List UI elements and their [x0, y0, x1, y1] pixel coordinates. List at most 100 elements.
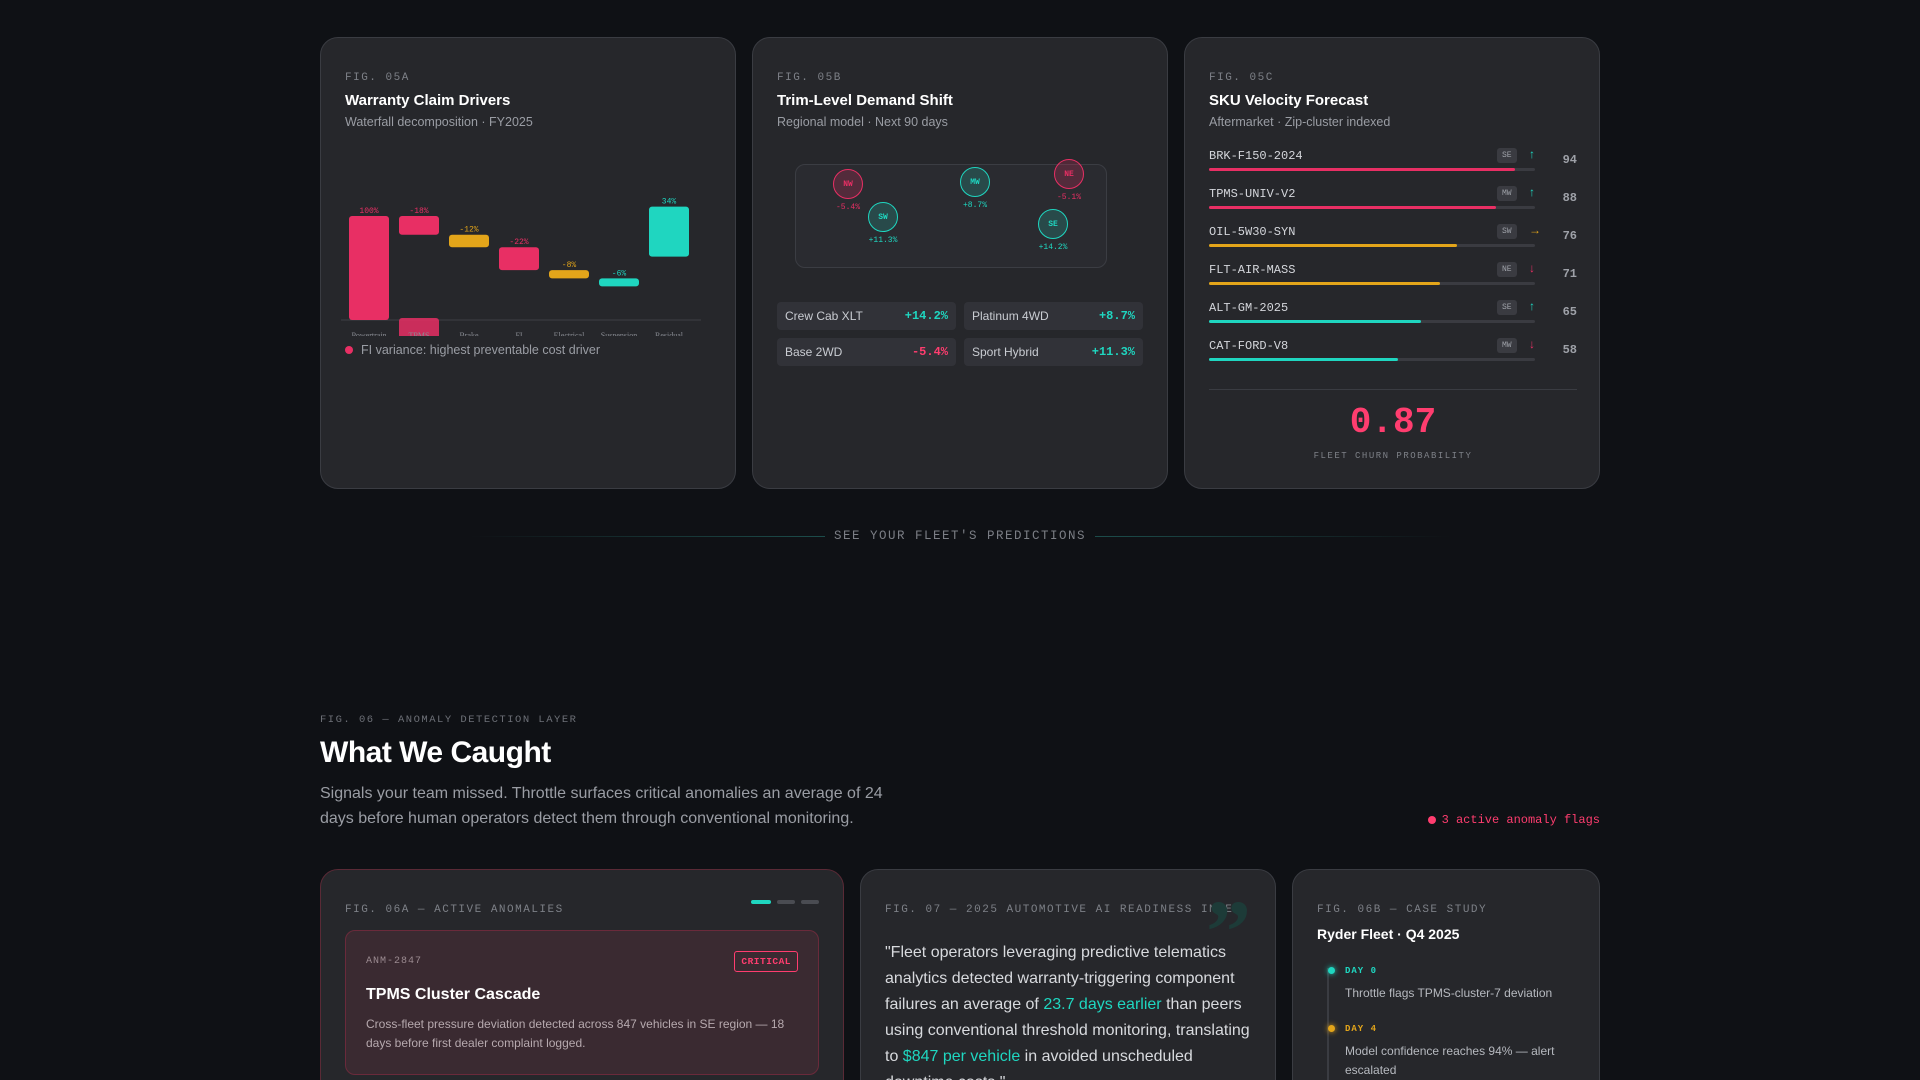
- trend-arrow-icon: ↑: [1529, 185, 1535, 199]
- velocity-bar-track: [1209, 358, 1535, 361]
- trim-value: +14.2%: [904, 309, 948, 323]
- sku-row[interactable]: BRK-F150-2024 SE ↑ 94: [1209, 146, 1577, 184]
- legend-label: FI variance: highest preventable cost dr…: [361, 343, 601, 357]
- sku-score: 65: [1562, 305, 1577, 319]
- waterfall-bar: [549, 270, 589, 279]
- sku-name: ALT-GM-2025: [1209, 301, 1289, 315]
- trim-item[interactable]: Base 2WD -5.4%: [777, 338, 956, 366]
- figure-label: FIG. 06B — CASE STUDY: [1317, 904, 1488, 916]
- trim-item[interactable]: Sport Hybrid +11.3%: [964, 338, 1143, 366]
- pager-dot[interactable]: [777, 900, 795, 904]
- waterfall-chart: 100% Powertrain -18% TPMS -12% Brake -22% FI -8%…: [341, 198, 701, 336]
- category-label: Powertrain: [351, 331, 386, 336]
- trim-name: Base 2WD: [785, 345, 843, 359]
- timeline-item: DAY 0 Throttle flags TPMS-cluster-7 devi…: [1328, 966, 1575, 1003]
- card-subtitle: Aftermarket · Zip-cluster indexed: [1209, 115, 1391, 129]
- trim-demand-card: FIG. 05B Trim-Level Demand Shift Regiona…: [752, 37, 1168, 489]
- sku-row[interactable]: TPMS-UNIV-V2 MW ↑ 88: [1209, 184, 1577, 222]
- see-predictions-link[interactable]: SEE YOUR FLEET'S PREDICTIONS: [833, 529, 1087, 543]
- trim-item[interactable]: Platinum 4WD +8.7%: [964, 302, 1143, 330]
- trend-arrow-icon: →: [1529, 223, 1541, 237]
- quote-part: than peers using conventional threshold …: [885, 996, 1250, 1065]
- sku-row[interactable]: CAT-FORD-V8 MW ↓ 58: [1209, 336, 1577, 374]
- sku-row[interactable]: ALT-GM-2025 SE ↑ 65: [1209, 298, 1577, 336]
- trim-name: Crew Cab XLT: [785, 309, 863, 323]
- anomaly-flags-indicator[interactable]: 3 active anomaly flags: [1427, 813, 1600, 827]
- region-node-sw[interactable]: SW: [868, 202, 898, 232]
- bar-value-label: 34%: [662, 198, 677, 207]
- category-label: Suspension: [601, 331, 637, 336]
- velocity-bar-fill: [1209, 244, 1457, 247]
- region-value: +11.3%: [868, 236, 898, 245]
- category-label: Electrical: [554, 331, 585, 336]
- trim-value: +8.7%: [1098, 309, 1135, 323]
- section-description: Signals your team missed. Throttle surfa…: [320, 785, 883, 827]
- velocity-bar-track: [1209, 206, 1535, 209]
- pager-dot-active[interactable]: [751, 900, 771, 904]
- velocity-bar-fill: [1209, 282, 1441, 285]
- region-node-nw[interactable]: NW: [833, 169, 863, 199]
- case-study-title: Ryder Fleet · Q4 2025: [1317, 926, 1460, 942]
- category-label: TPMS: [409, 331, 430, 336]
- anomaly-card[interactable]: ANM-2847 CRITICAL TPMS Cluster Cascade C…: [345, 930, 819, 1075]
- region-node-ne[interactable]: NE: [1054, 159, 1084, 189]
- trim-item[interactable]: Crew Cab XLT +14.2%: [777, 302, 956, 330]
- timeline-dot-icon: [1328, 967, 1335, 974]
- sku-row[interactable]: FLT-AIR-MASS NE ↓ 71: [1209, 260, 1577, 298]
- card-title: Trim-Level Demand Shift: [777, 92, 953, 109]
- velocity-bar-track: [1209, 282, 1535, 285]
- anomaly-description: Cross-fleet pressure deviation detected …: [366, 1017, 785, 1050]
- trend-arrow-icon: ↑: [1529, 299, 1535, 313]
- trim-name: Platinum 4WD: [972, 309, 1049, 323]
- quote-text: "Fleet operators leveraging predictive t…: [885, 940, 1257, 1080]
- quote-highlight: 23.7 days earlier: [1043, 996, 1162, 1013]
- velocity-bar-track: [1209, 320, 1535, 323]
- timeline-text: Throttle flags TPMS-cluster-7 deviation: [1345, 986, 1553, 1000]
- card-title: Warranty Claim Drivers: [345, 92, 511, 109]
- sku-row[interactable]: OIL-5W30-SYN SW → 76: [1209, 222, 1577, 260]
- bar-value-label: -6%: [612, 269, 627, 278]
- section-title: What We Caught: [320, 736, 551, 769]
- quote-part: in avoided unscheduled downtime costs.": [885, 1048, 1193, 1080]
- sku-name: OIL-5W30-SYN: [1209, 225, 1296, 239]
- sku-score: 58: [1562, 343, 1577, 357]
- bar-value-label: -12%: [459, 226, 478, 235]
- waterfall-bar: [499, 247, 539, 271]
- velocity-bar-fill: [1209, 358, 1399, 361]
- highlighted-category: [399, 318, 439, 336]
- sku-name: FLT-AIR-MASS: [1209, 263, 1296, 277]
- velocity-bar-fill: [1209, 320, 1421, 323]
- bar-value-label: 100%: [359, 207, 378, 216]
- region-node-se[interactable]: SE: [1038, 209, 1068, 239]
- trend-arrow-icon: ↓: [1529, 261, 1535, 275]
- divider-line-right: [1095, 536, 1450, 537]
- anomaly-id: ANM-2847: [366, 956, 423, 967]
- figure-label: FIG. 07 — 2025 AUTOMOTIVE AI READINESS I…: [885, 904, 1242, 916]
- velocity-bar-fill: [1209, 206, 1496, 209]
- card-subtitle: Regional model · Next 90 days: [777, 115, 948, 129]
- divider: [1209, 389, 1577, 390]
- pager-dot[interactable]: [801, 900, 819, 904]
- trim-grid: Crew Cab XLT +14.2% Platinum 4WD +8.7% Base …: [777, 302, 1143, 366]
- sku-list: BRK-F150-2024 SE ↑ 94 TPMS-UNIV-V2 MW ↑ 88 OIL-5…: [1209, 146, 1577, 374]
- readiness-index-card: FIG. 07 — 2025 AUTOMOTIVE AI READINESS I…: [860, 869, 1276, 1080]
- warranty-claim-card: FIG. 05A Warranty Claim Drivers Waterfal…: [320, 37, 736, 489]
- waterfall-bar: [599, 278, 639, 287]
- sku-score: 88: [1562, 191, 1577, 205]
- timeline-rail: [1327, 968, 1329, 1080]
- chart-legend: FI variance: highest preventable cost dr…: [345, 343, 600, 357]
- region-tag: SE: [1497, 148, 1517, 163]
- region-tag: SW: [1497, 224, 1517, 239]
- velocity-bar-fill: [1209, 168, 1516, 171]
- churn-metric-label: FLEET CHURN PROBABILITY: [1313, 451, 1473, 461]
- region-tag: SE: [1497, 300, 1517, 315]
- trend-arrow-icon: ↑: [1529, 147, 1535, 161]
- sku-score: 94: [1562, 153, 1577, 167]
- quote-mark-icon: ”: [1206, 883, 1251, 982]
- card-subtitle: Waterfall decomposition · FY2025: [345, 115, 533, 129]
- regional-map: NW -5.4% MW +8.7% NE -5.1% SW +11.3% SE +14.2%: [795, 159, 1107, 268]
- active-anomalies-card: FIG. 06A — ACTIVE ANOMALIES ANM-2847 CRI…: [320, 869, 844, 1080]
- trend-arrow-icon: ↓: [1529, 337, 1535, 351]
- region-node-mw[interactable]: MW: [960, 167, 990, 197]
- waterfall-bar: [349, 216, 389, 320]
